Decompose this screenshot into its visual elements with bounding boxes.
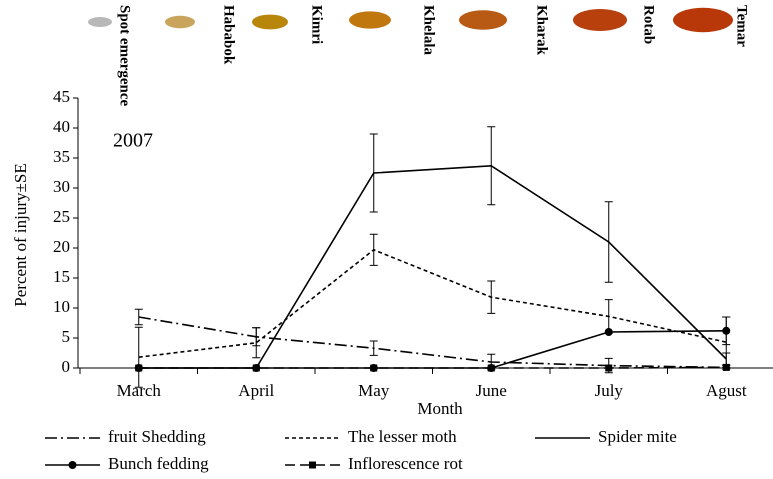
annotation: 2007	[113, 130, 153, 152]
point	[488, 365, 495, 372]
y-tick-label: 25	[53, 207, 70, 226]
point	[605, 365, 612, 372]
chart: 2007 Month Percent of injury±SE Spot eme…	[0, 0, 773, 479]
stage-label: Temar	[734, 5, 750, 47]
y-tick-label: 35	[53, 147, 70, 166]
point	[605, 328, 613, 336]
error-bar	[487, 281, 495, 313]
stage-fruit	[673, 8, 733, 32]
y-tick-label: 20	[53, 237, 70, 256]
x-tick-label: May	[358, 381, 390, 400]
stage-fruit	[573, 9, 627, 31]
series-line	[139, 317, 727, 367]
y-axis-label: Percent of injury±SE	[11, 163, 30, 306]
series-line	[139, 331, 727, 368]
error-bar	[370, 341, 378, 355]
x-axis-label: Month	[417, 399, 463, 418]
y-tick-label: 40	[53, 117, 70, 136]
stage-fruit	[459, 10, 507, 30]
y-tick-label: 0	[62, 357, 71, 376]
stage-label: Kimri	[309, 5, 325, 44]
y-tick-label: 45	[53, 87, 70, 106]
x-tick-label: April	[238, 381, 274, 400]
point	[370, 365, 377, 372]
legend-label: Spider mite	[598, 427, 677, 446]
point	[722, 327, 730, 335]
y-tick-label: 5	[62, 327, 71, 346]
x-tick-label: July	[595, 381, 624, 400]
legend-label: The lesser moth	[348, 427, 457, 446]
stage-label: Kharak	[534, 5, 550, 56]
error-bar	[605, 202, 613, 282]
series-line	[139, 250, 727, 357]
legend-label: Inflorescence rot	[348, 454, 463, 473]
legend-marker	[309, 462, 316, 469]
y-tick-label: 15	[53, 267, 70, 286]
point	[253, 365, 260, 372]
series-line	[139, 166, 727, 368]
y-tick-label: 10	[53, 297, 70, 316]
point	[723, 364, 730, 371]
error-bar	[370, 234, 378, 265]
stage-fruit	[88, 17, 112, 27]
stage-label: Spot emergence	[117, 5, 133, 107]
stage-fruit	[252, 15, 288, 30]
stage-fruit	[165, 16, 195, 28]
error-bar	[722, 353, 730, 365]
legend-marker	[69, 461, 77, 469]
stage-fruit	[349, 11, 391, 28]
y-tick-label: 30	[53, 177, 70, 196]
x-tick-label: June	[476, 381, 507, 400]
stage-label: Rotab	[641, 5, 657, 44]
legend-label: fruit Shedding	[108, 427, 206, 446]
x-tick-label: Agust	[706, 381, 747, 400]
stage-label: Khelala	[421, 5, 437, 56]
legend-label: Bunch fedding	[108, 454, 209, 473]
stage-label: Hababok	[221, 5, 237, 65]
point	[135, 365, 142, 372]
